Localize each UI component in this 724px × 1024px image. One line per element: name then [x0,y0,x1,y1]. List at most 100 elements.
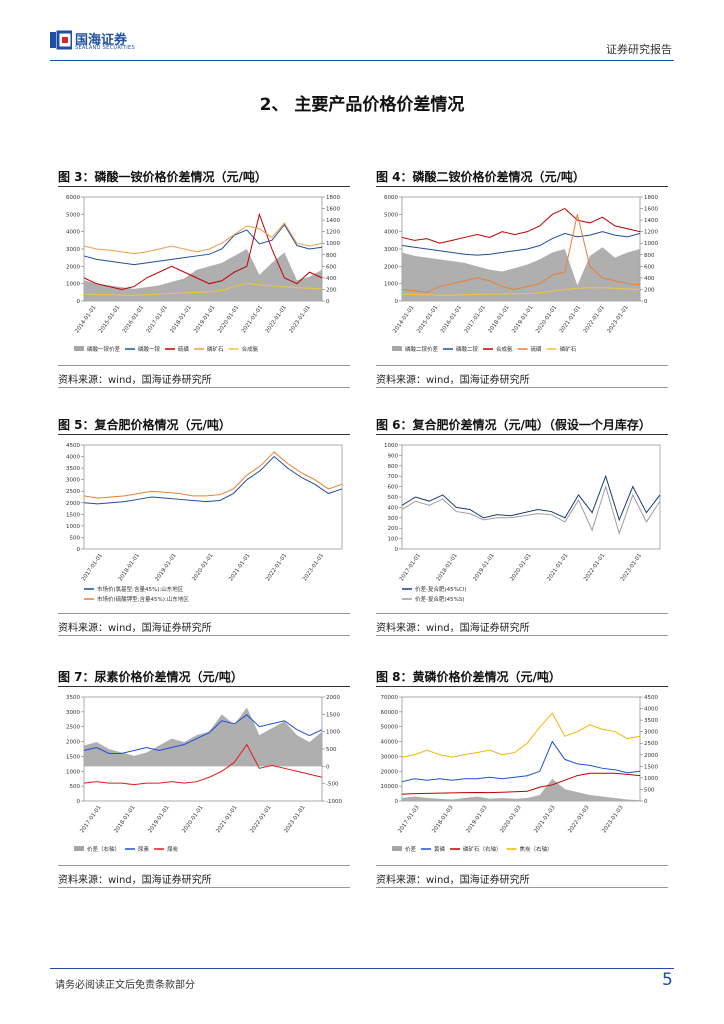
x-tick-label: 2019-01-01 [147,805,170,835]
x-tick-label: 2019-01-01 [155,553,178,583]
line-series [83,223,323,266]
y2-tick-label: 500 [644,787,655,793]
y-tick-label: 4000 [66,455,80,461]
y-tick-label: 200 [388,526,399,532]
legend-label: 焦炭（右轴） [520,845,553,853]
source-rule [376,613,668,614]
x-tick-label: 2023-01-01 [620,553,643,583]
chart: 0 1000 2000 3000 4000 5000 6000 0 200 400 600 800 10… [384,195,658,353]
source-rule [58,865,350,866]
y2-tick-label: 500 [326,747,337,753]
x-tick-label: 2017-01-01 [81,553,104,583]
y2-tick-label: 1000 [326,241,340,247]
source-rule [376,865,668,866]
line-series [401,772,641,795]
line-series [83,222,323,255]
line-series [401,231,641,256]
line-series [401,484,661,536]
y-tick-label: 500 [70,535,81,541]
y-tick-label: 0 [395,799,399,805]
source-rule [58,365,350,366]
x-tick-label: 2021-01-01 [559,305,582,335]
title-rule [58,686,350,687]
x-tick-label: 2018-01-01 [169,305,192,335]
source-rule [58,613,350,614]
y-tick-label: 400 [388,505,399,511]
source: 资料来源：wind，国海证券研究所 [376,375,530,386]
x-tick-label: 2020-01-01 [217,305,240,335]
y2-tick-label: 1800 [326,195,340,201]
y2-tick-label: 3500 [644,718,658,724]
x-tick-label: 2016-01-01 [440,305,463,335]
y-tick-label: 60000 [381,710,399,716]
y-tick-label: 0 [395,547,399,553]
line-series [401,207,641,244]
figure-title: 图 5：复合肥价格情况（元/吨） [58,418,231,432]
x-tick-label: 2022-01-01 [583,553,606,583]
area-series [402,247,640,301]
legend-label: 价差（右轴） [87,845,120,853]
line-series [401,740,641,783]
y-tick-label: 1500 [66,754,80,760]
title-rule [376,686,668,687]
x-tick-label: 2017-01-01 [146,305,169,335]
y2-tick-label: 600 [326,264,337,270]
y2-tick-label: 800 [644,253,655,259]
y2-tick-label: 1200 [326,230,340,236]
y2-tick-label: 1500 [644,764,658,770]
y2-tick-label: 800 [326,253,337,259]
x-tick-label: 2023-01-01 [283,805,306,835]
y2-tick-label: 4500 [644,695,658,701]
chart: 0 500 1000 1500 2000 2500 3000 3500 4000 4500 2017… [66,443,343,603]
logo-cn: 国海证券 [75,33,128,48]
y2-tick-label: 1000 [644,241,658,247]
y-tick-label: 300 [388,516,399,522]
line-series [83,714,323,754]
y-tick-label: 6000 [66,195,80,201]
legend-label: 硫磺 [531,345,543,353]
source: 资料来源：wind，国海证券研究所 [376,875,530,886]
line-series [83,283,323,296]
y-tick-label: 5000 [66,212,80,218]
plot-frame [401,444,661,550]
line-series [83,451,343,499]
y-tick-label: 3000 [66,478,80,484]
y-tick-label: 5000 [384,212,398,218]
line-series [401,712,641,758]
header-rule [50,60,674,61]
y-tick-label: 1000 [384,443,398,449]
x-tick-label: 2021-01-01 [215,805,238,835]
plot-frame [83,444,343,550]
y2-tick-label: 1000 [326,730,340,736]
line-series [83,212,323,290]
chart: 0 1000 2000 3000 4000 5000 6000 0 200 400 600 800 10… [66,195,340,353]
y2-tick-label: 2000 [326,695,340,701]
x-tick-label: 2023-01-01 [606,305,629,335]
legend-label: 磷矿石（右轴） [463,845,502,853]
x-tick-label: 2018-01-01 [113,805,136,835]
y-tick-label: 50000 [381,725,399,731]
x-tick-label: 2019-01-01 [511,305,534,335]
legend-label: 磷酸二铵价差 [405,345,439,353]
y-tick-label: 3500 [66,466,80,472]
y-tick-label: 2000 [66,264,80,270]
y-tick-label: 4000 [384,230,398,236]
source-rule [376,365,668,366]
page-number: 5 [662,970,673,990]
x-tick-label: 2023-01-03 [601,804,625,834]
y-tick-label: 2000 [66,501,80,507]
legend-label: 黄磷 [434,845,446,853]
x-tick-label: 2017-01-03 [397,804,421,834]
y2-tick-label: 200 [326,287,337,293]
x-tick-label: 2017-01-01 [464,305,487,335]
footer-rule [50,968,674,969]
y2-tick-label: 1800 [644,195,658,201]
y-tick-label: 1000 [66,769,80,775]
y-tick-label: 4500 [66,443,80,449]
figure-title: 图 8：黄磷价格价差情况（元/吨） [376,670,561,684]
x-tick-label: 2019-01-01 [193,305,216,335]
y-tick-label: 2500 [66,725,80,731]
y-tick-label: 3000 [384,247,398,253]
y2-tick-label: 0 [644,799,648,805]
